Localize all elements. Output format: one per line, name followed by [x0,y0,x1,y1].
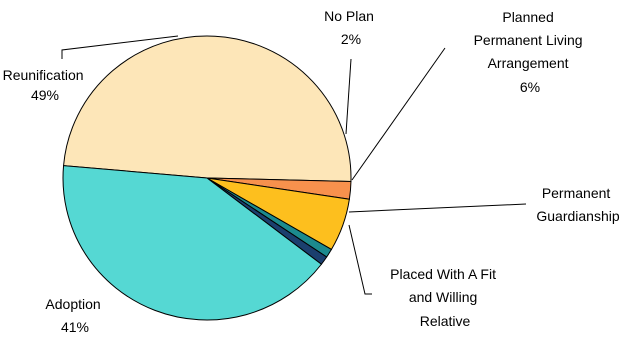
label-guardianship-line-1: Permanent [542,185,611,201]
label-reunification: Reunification 49% [3,67,88,103]
label-adoption-name: Adoption [45,296,100,312]
leader-line-reunification [61,35,179,59]
label-placed-with-relative: Placed With A Fit and Willing Relative [390,266,500,329]
label-planned-line-3: Arrangement [488,55,569,71]
label-adoption: Adoption 41% [45,296,104,335]
slice-labels: Reunification 49% No Plan 2% Planned Per… [3,8,620,335]
label-adoption-value: 41% [61,319,89,335]
label-no-plan-name: No Plan [324,8,374,24]
pie-slice-adoption [62,165,323,321]
label-planned-value: 6% [520,79,540,95]
leader-line-no-plan [345,58,352,135]
label-planned-line-2: Permanent Living [474,32,583,48]
label-relative-line-2: and Willing [409,289,477,305]
label-reunification-name: Reunification [3,67,84,83]
leader-line-planned-permanent-living [351,47,446,181]
label-relative-line-1: Placed With A Fit [390,266,496,282]
leader-line-permanent-guardianship [348,203,527,213]
label-reunification-value: 49% [31,87,59,103]
label-relative-line-3: Relative [420,313,471,329]
leader-line-placed-with-relative [348,224,372,295]
label-guardianship-line-2: Guardianship [536,208,619,224]
leader-lines [61,35,527,295]
label-no-plan-value: 2% [341,31,361,47]
label-planned-permanent-living: Planned Permanent Living Arrangement 6% [474,9,587,95]
pie-slices [62,35,352,321]
label-no-plan: No Plan 2% [324,8,378,47]
label-permanent-guardianship: Permanent Guardianship [536,185,619,224]
pie-slice-reunification [63,35,352,182]
label-planned-line-1: Planned [502,9,553,25]
